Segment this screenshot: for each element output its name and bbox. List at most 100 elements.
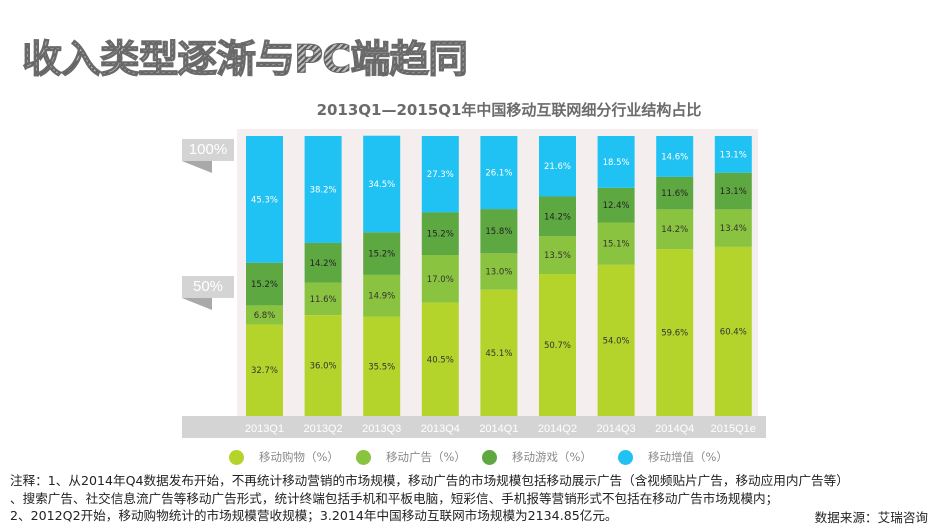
- legend: 移动购物（%） 移动广告（%） 移动游戏（%） 移动增值（%）: [0, 449, 940, 471]
- legend-item-vas: 移动增值（%）: [618, 449, 728, 465]
- bar-segment-2014Q4-3: [656, 136, 694, 177]
- data-label-2013Q4-3: 27.3%: [427, 170, 454, 180]
- x-axis-band: [182, 416, 766, 438]
- data-label-2014Q3-1: 15.1%: [603, 240, 630, 250]
- bar-segment-2014Q2-1: [539, 236, 576, 275]
- data-label-2013Q2-0: 36.0%: [310, 362, 337, 372]
- x-tick-label-2014Q1: 2014Q1: [479, 423, 518, 435]
- data-label-2014Q1-3: 26.1%: [485, 169, 512, 179]
- y-tick-flag-50: [182, 298, 212, 310]
- bar-segment-2013Q2-1: [304, 282, 342, 316]
- bar-segment-2013Q4-1: [421, 255, 459, 303]
- bar-segment-2013Q3-2: [363, 232, 401, 275]
- bar-segment-2013Q3-0: [363, 316, 401, 416]
- data-label-2013Q3-0: 35.5%: [368, 362, 395, 372]
- data-source: 数据来源：艾瑞咨询: [814, 510, 928, 525]
- legend-dot-icon: [618, 449, 633, 465]
- data-label-2014Q2-1: 13.5%: [544, 251, 571, 261]
- bar-segment-2014Q1-3: [480, 136, 518, 210]
- data-label-2015Q1e-3: 13.1%: [720, 150, 747, 160]
- bar-segment-2015Q1e-1: [714, 209, 752, 247]
- data-label-2014Q3-0: 54.0%: [603, 336, 630, 346]
- bar-segment-2013Q4-2: [421, 212, 459, 255]
- data-label-2014Q2-3: 21.6%: [544, 162, 571, 172]
- legend-dot-icon: [356, 449, 371, 465]
- bar-segment-2014Q2-2: [539, 196, 576, 237]
- bar-segment-2014Q1-2: [480, 209, 518, 254]
- data-label-2013Q3-3: 34.5%: [368, 180, 395, 190]
- chart-title: 2013Q1—2015Q1年中国移动互联网细分行业结构占比: [316, 101, 702, 119]
- data-label-2013Q3-1: 14.9%: [368, 292, 395, 302]
- data-label-2013Q2-1: 11.6%: [310, 295, 337, 305]
- data-label-2014Q2-2: 14.2%: [544, 212, 571, 222]
- data-label-2013Q1-3: 45.3%: [251, 195, 278, 205]
- bar-segment-2013Q1-2: [246, 262, 283, 306]
- bars-group: 32.7% 6.8% 15.2% 45.3% 36.0% 11.6% 14.2% 38.2% 3…: [246, 135, 752, 416]
- bar-segment-2014Q3-0: [597, 264, 635, 416]
- legend-item-shopping: 移动购物（%）: [229, 449, 339, 465]
- data-label-2014Q1-1: 13.0%: [485, 268, 512, 278]
- bar-segment-2014Q1-1: [480, 253, 518, 290]
- slide-title: 收入类型逐渐与PC端趋同: [21, 28, 468, 83]
- data-label-2013Q4-2: 15.2%: [427, 230, 454, 240]
- data-label-2014Q4-1: 14.2%: [661, 225, 688, 235]
- legend-dot-icon: [482, 449, 497, 465]
- bar-segment-2013Q1-1: [246, 305, 283, 325]
- data-label-2014Q4-3: 14.6%: [661, 152, 688, 162]
- legend-label: 移动购物（%）: [259, 450, 339, 464]
- data-label-2014Q1-0: 45.1%: [485, 349, 512, 359]
- data-label-2014Q4-2: 11.6%: [661, 189, 688, 199]
- footnote-line-2: 、搜索广告、社交信息流广告等移动广告形式，统计终端包括手机和平板电脑，短彩信、手…: [10, 490, 779, 506]
- bar-segment-2014Q3-2: [597, 187, 635, 223]
- data-label-2015Q1e-0: 60.4%: [720, 327, 747, 337]
- data-label-2013Q4-0: 40.5%: [427, 355, 454, 365]
- x-tick-labels: 2013Q1 2013Q2 2013Q3 2013Q4 2014Q1 2014Q2 2014…: [245, 423, 756, 435]
- data-label-2014Q3-3: 18.5%: [603, 158, 630, 168]
- data-label-2013Q3-2: 15.2%: [368, 250, 395, 260]
- bar-segment-2014Q4-0: [656, 249, 694, 416]
- bar-segment-2013Q3-3: [363, 135, 401, 233]
- bar-segment-2013Q4-3: [421, 136, 459, 213]
- bar-segment-2013Q2-2: [304, 242, 342, 283]
- bar-segment-2014Q2-0: [539, 274, 576, 416]
- data-label-2013Q1-2: 15.2%: [251, 280, 278, 290]
- data-label-2015Q1e-1: 13.4%: [720, 224, 747, 234]
- x-tick-label-2014Q4: 2014Q4: [655, 423, 694, 435]
- bar-segment-2013Q2-0: [304, 315, 342, 416]
- data-label-2015Q1e-2: 13.1%: [720, 187, 747, 197]
- bar-segment-2015Q1e-0: [714, 246, 752, 416]
- data-label-2014Q1-2: 15.8%: [485, 227, 512, 237]
- bar-segment-2014Q4-1: [656, 209, 694, 250]
- y-tick-label-100: 100%: [182, 139, 234, 161]
- data-label-2013Q2-2: 14.2%: [310, 259, 337, 269]
- legend-item-games: 移动游戏（%）: [482, 449, 592, 465]
- y-tick-label-50: 50%: [182, 276, 234, 298]
- data-label-2014Q2-0: 50.7%: [544, 341, 571, 351]
- bar-segment-2014Q1-0: [480, 289, 518, 416]
- bar-segment-2013Q1-0: [246, 324, 283, 416]
- data-label-2014Q3-2: 12.4%: [603, 201, 630, 211]
- data-label-2013Q4-1: 17.0%: [427, 275, 454, 285]
- data-label-2013Q1-1: 6.8%: [254, 311, 276, 321]
- legend-item-ads: 移动广告（%）: [356, 449, 466, 465]
- x-tick-label-2013Q4: 2013Q4: [421, 423, 460, 435]
- bar-segment-2013Q1-3: [246, 136, 283, 263]
- bar-segment-2014Q3-3: [597, 136, 635, 188]
- x-tick-label-2013Q3: 2013Q3: [362, 423, 401, 435]
- stacked-bar-chart: 32.7% 6.8% 15.2% 45.3% 36.0% 11.6% 14.2% 38.2% 3…: [182, 129, 766, 438]
- legend-label: 移动广告（%）: [386, 450, 466, 464]
- bar-segment-2014Q3-1: [597, 222, 635, 265]
- legend-label: 移动游戏（%）: [512, 450, 592, 464]
- footnote-line-1: 注释：1、从2014年Q4数据发布开始，不再统计移动营销的市场规模，移动广告的市…: [10, 473, 849, 488]
- x-tick-label-2015Q1e: 2015Q1e: [711, 423, 756, 435]
- bar-segment-2014Q4-2: [656, 176, 694, 210]
- data-label-2013Q1-0: 32.7%: [251, 366, 278, 376]
- x-tick-label-2014Q2: 2014Q2: [538, 423, 577, 435]
- bar-segment-2014Q2-3: [539, 136, 576, 197]
- footnote-line-3: 2、2012Q2开始，移动购物统计的市场规模营收规模；3.2014年中国移动互联…: [10, 508, 618, 523]
- bar-segment-2013Q3-1: [363, 274, 401, 317]
- data-label-2014Q4-0: 59.6%: [661, 329, 688, 339]
- bar-segment-2015Q1e-2: [714, 172, 752, 210]
- bar-segment-2015Q1e-3: [714, 136, 752, 173]
- y-tick-flag-100: [182, 161, 212, 173]
